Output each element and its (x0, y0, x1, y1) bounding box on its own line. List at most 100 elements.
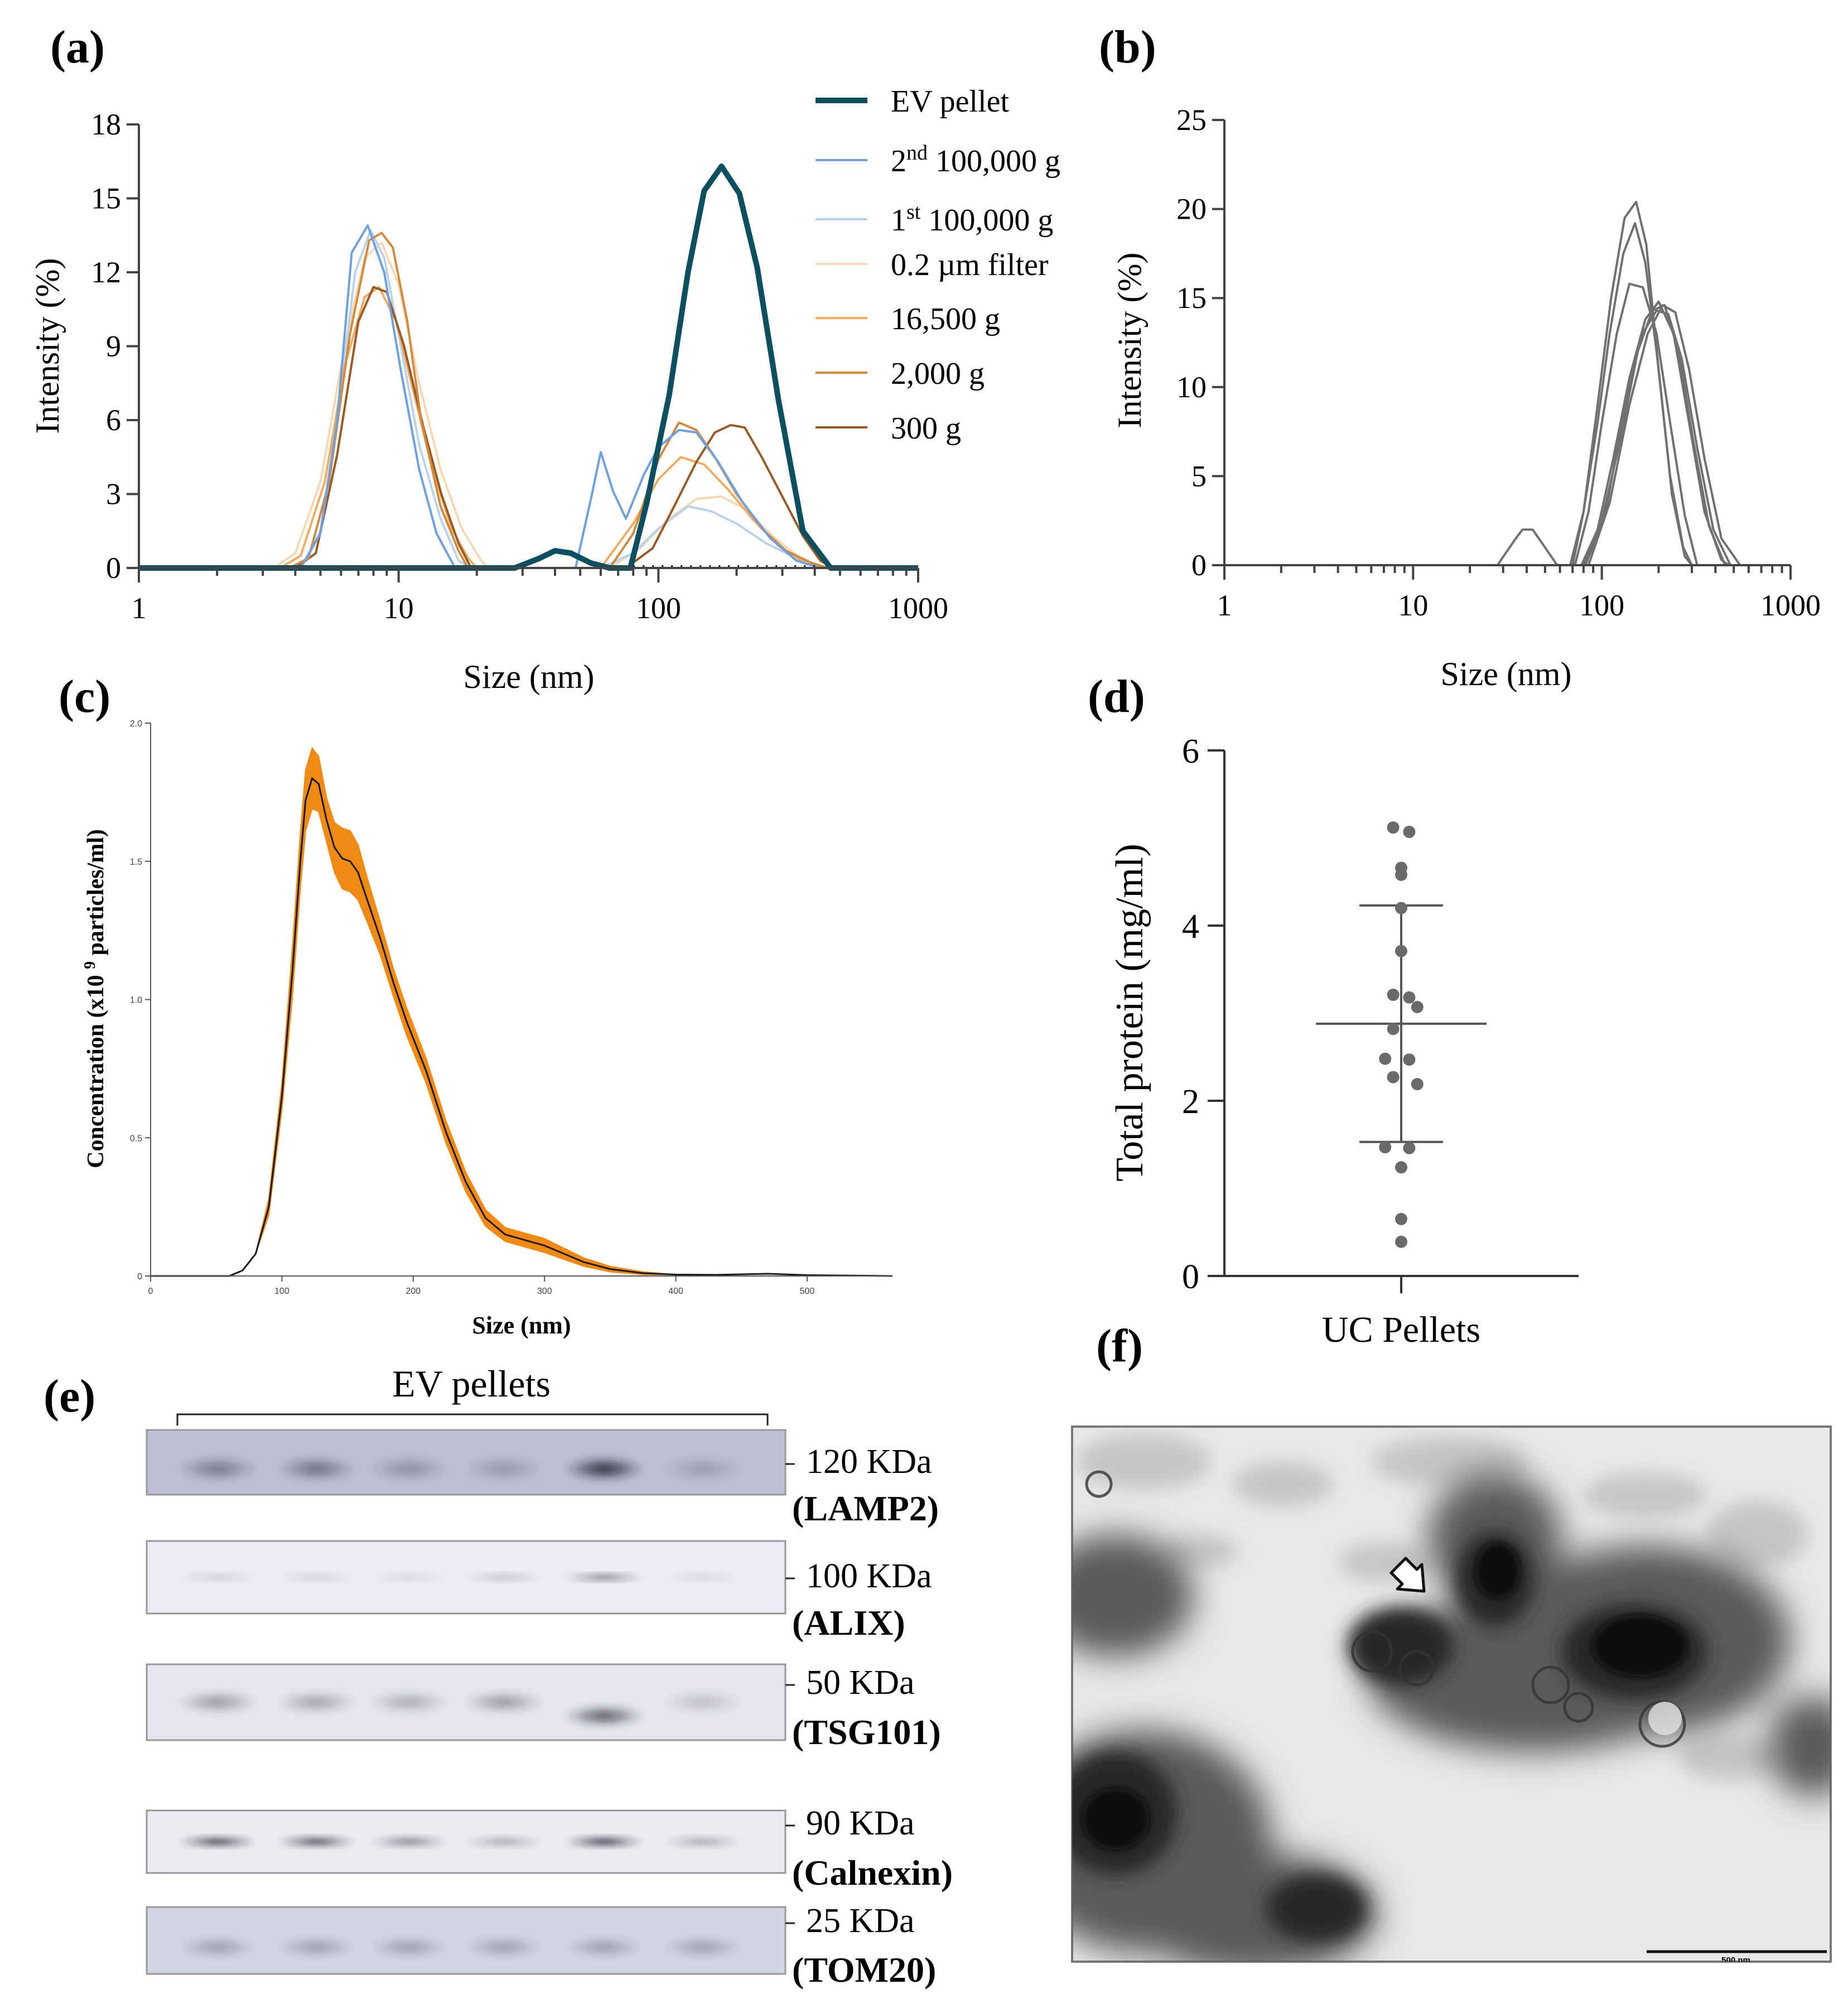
western-blot-3: 50 KDa (TSG101) (146, 1663, 941, 1752)
western-band (663, 1935, 743, 1959)
chart-d-y-tick-label: 2 (1182, 1083, 1199, 1121)
chart-c-x-tick-label: 300 (537, 1287, 552, 1296)
chart-b-x-tick-label: 10 (1398, 589, 1428, 622)
western-blot-5: 25 KDa (TOM20) (146, 1902, 936, 1990)
panel-label-f: (f) (1096, 1320, 1143, 1372)
western-protein-label: (LAMP2) (792, 1489, 939, 1528)
chart-a-y-tick-label: 0 (106, 551, 121, 585)
chart-a-legend-label-s1: 1st 100,000 g (891, 200, 1053, 238)
western-band (276, 1573, 356, 1582)
panel-label-c: (c) (59, 671, 110, 723)
chart-b: 0 5 10 15 20 25 1 10 100 1000 Intensity (%) Size… (1111, 103, 1821, 692)
chart-d-point (1379, 1141, 1392, 1154)
western-kda-label: 120 KDa (806, 1443, 932, 1481)
chart-a-series-s2 (139, 224, 918, 569)
western-band (564, 1456, 644, 1482)
chart-a-legend-label-g300: 300 g (891, 411, 961, 446)
panel-label-b: (b) (1099, 21, 1156, 73)
western-band (276, 1836, 356, 1848)
western-blots: EV pellets 120 KDa (LAMP2) 100 KDa (ALIX) 50… (146, 1362, 953, 1990)
western-band (276, 1935, 356, 1959)
panel-label-e: (e) (44, 1370, 95, 1422)
chart-a-x-label: Size (nm) (464, 658, 595, 695)
chart-a-y-tick-label: 12 (91, 256, 121, 289)
western-band (177, 1573, 258, 1582)
panel-label-a: (a) (50, 21, 105, 73)
chart-c-x-tick-label: 100 (274, 1287, 289, 1296)
chart-b-y-tick-label: 15 (1176, 281, 1207, 315)
chart-c-error-band (151, 747, 893, 1277)
western-protein-label: (TSG101) (792, 1712, 941, 1752)
western-blot-1: 120 KDa (LAMP2) (146, 1429, 939, 1528)
western-blot-2: 100 KDa (ALIX) (146, 1540, 932, 1643)
western-kda-label: 50 KDa (806, 1664, 915, 1702)
western-band (564, 1935, 644, 1959)
chart-a-legend-label-s2: 2nd 100,000 g (891, 141, 1060, 179)
western-band (369, 1691, 449, 1714)
chart-d-y-tick-label: 0 (1182, 1258, 1199, 1296)
chart-d-point (1403, 1053, 1416, 1066)
chart-c-y-tick-label: 0 (137, 1272, 142, 1282)
western-band (663, 1836, 743, 1848)
chart-d-point (1411, 1001, 1424, 1014)
chart-c-y-tick-label: 1.5 (130, 858, 142, 867)
chart-b-series-2 (1224, 200, 1791, 566)
em-scalebar-label: 500 nm (1721, 1956, 1750, 1965)
chart-c-y-tick-label: 2.0 (130, 719, 142, 729)
chart-d-point (1395, 1235, 1407, 1248)
chart-b-series-6 (1224, 309, 1791, 566)
chart-d-point (1395, 868, 1407, 881)
chart-d-point (1395, 1212, 1407, 1225)
chart-a-y-tick-label: 9 (106, 330, 121, 363)
chart-b-x-label: Size (nm) (1441, 656, 1572, 692)
western-band (564, 1836, 644, 1848)
chart-b-series-5 (1224, 304, 1791, 566)
chart-a-x-tick-label: 10 (384, 591, 414, 625)
western-bracket (176, 1413, 769, 1426)
western-band (369, 1935, 449, 1959)
chart-a-legend-label-g16500: 16,500 g (891, 302, 1000, 336)
western-blot-4: 90 KDa (Calnexin) (146, 1804, 953, 1892)
chart-b-x-tick-label: 100 (1579, 589, 1624, 622)
chart-d-point (1387, 1071, 1400, 1083)
chart-d-point (1387, 821, 1400, 834)
panel-label-d: (d) (1088, 671, 1145, 723)
chart-d-point (1395, 1161, 1407, 1174)
chart-c-x-tick-label: 500 (800, 1287, 815, 1296)
chart-c-x-tick-label: 200 (406, 1287, 421, 1296)
chart-d-y-tick-label: 6 (1182, 733, 1199, 770)
western-kda-label: 90 KDa (806, 1804, 915, 1842)
chart-b-y-tick-label: 25 (1176, 103, 1207, 137)
chart-c-y-tick-label: 1.0 (130, 996, 142, 1005)
chart-d-point (1379, 1052, 1392, 1065)
western-band (464, 1836, 544, 1848)
chart-d: 0 2 4 6 Total protein (mg/ml) UC Pellets (1108, 733, 1579, 1350)
chart-b-y-tick-label: 5 (1191, 459, 1207, 493)
western-band (464, 1456, 544, 1482)
chart-a-y-tick-label: 3 (106, 478, 121, 511)
chart-d-point (1411, 1078, 1424, 1091)
chart-a-legend-label-ev: EV pellet (891, 84, 1009, 119)
chart-c-y-tick-label: 0.5 (130, 1134, 142, 1143)
chart-d-y-label: Total protein (mg/ml) (1108, 844, 1151, 1182)
chart-d-point (1387, 989, 1400, 1001)
western-band (464, 1573, 544, 1582)
chart-c: 0 0.5 1.0 1.5 2.0 0 100 200 300 400 500 Concentra… (81, 719, 893, 1339)
chart-d-point (1403, 826, 1416, 839)
chart-c-x-tick-label: 0 (148, 1287, 153, 1296)
chart-a: 0 3 6 9 12 15 18 1 10 100 1000 Intensity (%) Size… (29, 84, 1060, 695)
chart-c-mean-line (151, 777, 893, 1277)
chart-d-point (1395, 902, 1407, 914)
western-band (663, 1573, 743, 1582)
chart-c-x-tick-label: 400 (668, 1287, 683, 1296)
western-band (276, 1691, 356, 1714)
western-band (464, 1935, 544, 1959)
western-header: EV pellets (392, 1362, 551, 1405)
chart-a-legend-label-g2000: 2,000 g (891, 357, 985, 391)
chart-d-point (1387, 1023, 1400, 1036)
chart-a-y-tick-label: 18 (91, 108, 121, 141)
western-band (177, 1456, 258, 1482)
chart-a-y-tick-label: 15 (91, 182, 121, 215)
western-band (276, 1456, 356, 1482)
chart-a-series-ev (139, 163, 918, 571)
